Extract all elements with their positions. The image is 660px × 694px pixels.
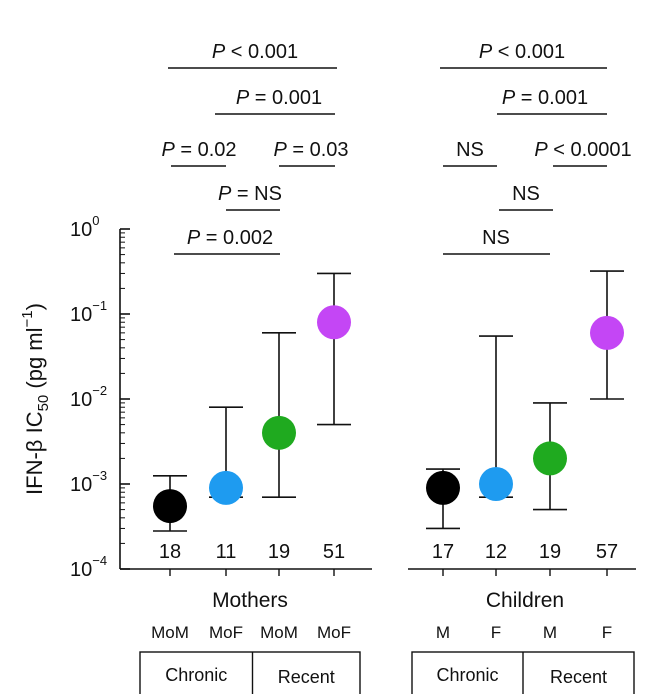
p-value-label: P = 0.03	[273, 139, 348, 161]
p-value-label: P = 0.001	[502, 87, 588, 109]
p-value-label: P < 0.0001	[534, 139, 631, 161]
median-marker	[317, 305, 351, 340]
status-label: Recent	[278, 667, 335, 687]
median-marker	[533, 441, 567, 476]
comparison-mothers-0-1: P = 0.02	[161, 139, 237, 167]
data-point-children-f-chronic: 12 F	[479, 335, 513, 642]
comparison-children-1-2: NS	[499, 183, 553, 211]
data-point-children-m-chronic: 17 M	[426, 468, 460, 642]
comparison-children-0-2: NS	[443, 227, 550, 255]
p-value-label: NS	[456, 139, 484, 161]
group-label-mothers: Mothers	[212, 589, 288, 612]
sample-size-label: 51	[323, 541, 345, 563]
p-value-label: P < 0.001	[212, 41, 298, 63]
sample-size-label: 17	[432, 541, 454, 563]
median-marker	[590, 315, 624, 350]
p-value-label: P = NS	[218, 183, 282, 205]
group-label-children: Children	[486, 589, 564, 612]
p-value-label: P < 0.001	[479, 41, 565, 63]
p-value-label: P = 0.001	[236, 87, 322, 109]
y-tick-label: 100	[70, 213, 99, 241]
sex-label: MoM	[260, 623, 298, 642]
data-point-children-m-recent: 19 M	[533, 402, 567, 642]
comparison-children-1-3: P = 0.001	[497, 87, 607, 115]
p-value-label: P = 0.002	[187, 227, 273, 249]
status-label: Chronic	[436, 665, 498, 685]
y-tick-label: 10−2	[70, 383, 107, 411]
data-point-mothers-mom-chronic: 18 MoM	[151, 474, 189, 642]
data-point-mothers-mof-recent: 51 MoF	[317, 272, 351, 642]
p-value-label: NS	[482, 227, 510, 249]
median-marker	[262, 415, 296, 450]
sex-label: M	[543, 623, 557, 642]
data-point-children-f-recent: 57 F	[590, 270, 624, 642]
axis-layer: 100 10−1 10−2 10−3 10−4 IFN-β IC50 (pg ml−1)	[19, 213, 636, 581]
sample-size-label: 57	[596, 541, 618, 563]
y-tick-label: 10−1	[70, 298, 107, 326]
median-marker	[209, 470, 243, 505]
data-points: 18 MoM 11 MoF 19 MoM 51 MoF 17 M 12 F 19 M 57 F	[151, 270, 624, 642]
sample-size-label: 11	[216, 541, 237, 563]
sample-size-label: 19	[268, 541, 290, 563]
y-tick-label: 10−4	[70, 553, 107, 581]
y-tick-label: 10−3	[70, 468, 107, 496]
y-axis-label: IFN-β IC50 (pg ml−1)	[19, 303, 52, 495]
comparison-children-2-3: P < 0.0001	[534, 139, 632, 167]
comparison-mothers-1-3: P = 0.001	[215, 87, 335, 115]
comparison-mothers-1-2: P = NS	[218, 183, 282, 211]
comparison-children-0-1: NS	[443, 139, 497, 167]
sample-size-label: 19	[539, 541, 561, 563]
data-point-mothers-mom-recent: 19 MoM	[260, 332, 298, 642]
sample-size-label: 18	[159, 541, 181, 563]
comparison-mothers-0-3: P < 0.001	[168, 41, 337, 69]
status-label: Recent	[550, 667, 607, 687]
comparison-mothers-2-3: P = 0.03	[273, 139, 349, 167]
median-marker	[153, 489, 187, 524]
median-marker	[479, 467, 513, 501]
comparison-children-0-3: P < 0.001	[440, 41, 607, 69]
p-value-label: P = 0.02	[161, 139, 236, 161]
p-value-label: NS	[512, 183, 540, 205]
sex-label: M	[436, 623, 450, 642]
comparison-brackets: P < 0.001 P = 0.001 P = 0.02 P = 0.03 P = NS…	[161, 41, 632, 255]
comparison-mothers-0-2: P = 0.002	[174, 227, 280, 255]
sex-label: MoM	[151, 623, 189, 642]
sex-label: F	[491, 623, 501, 642]
sex-label: MoF	[209, 623, 243, 642]
median-marker	[426, 470, 460, 505]
sex-label: MoF	[317, 623, 351, 642]
sample-size-label: 12	[485, 541, 507, 563]
data-point-mothers-mof-chronic: 11 MoF	[209, 406, 243, 642]
sex-label: F	[602, 623, 612, 642]
status-label: Chronic	[165, 665, 227, 685]
status-box	[139, 651, 361, 694]
category-labels: Mothers Chronic Recent Children Chronic Recen…	[139, 589, 635, 694]
